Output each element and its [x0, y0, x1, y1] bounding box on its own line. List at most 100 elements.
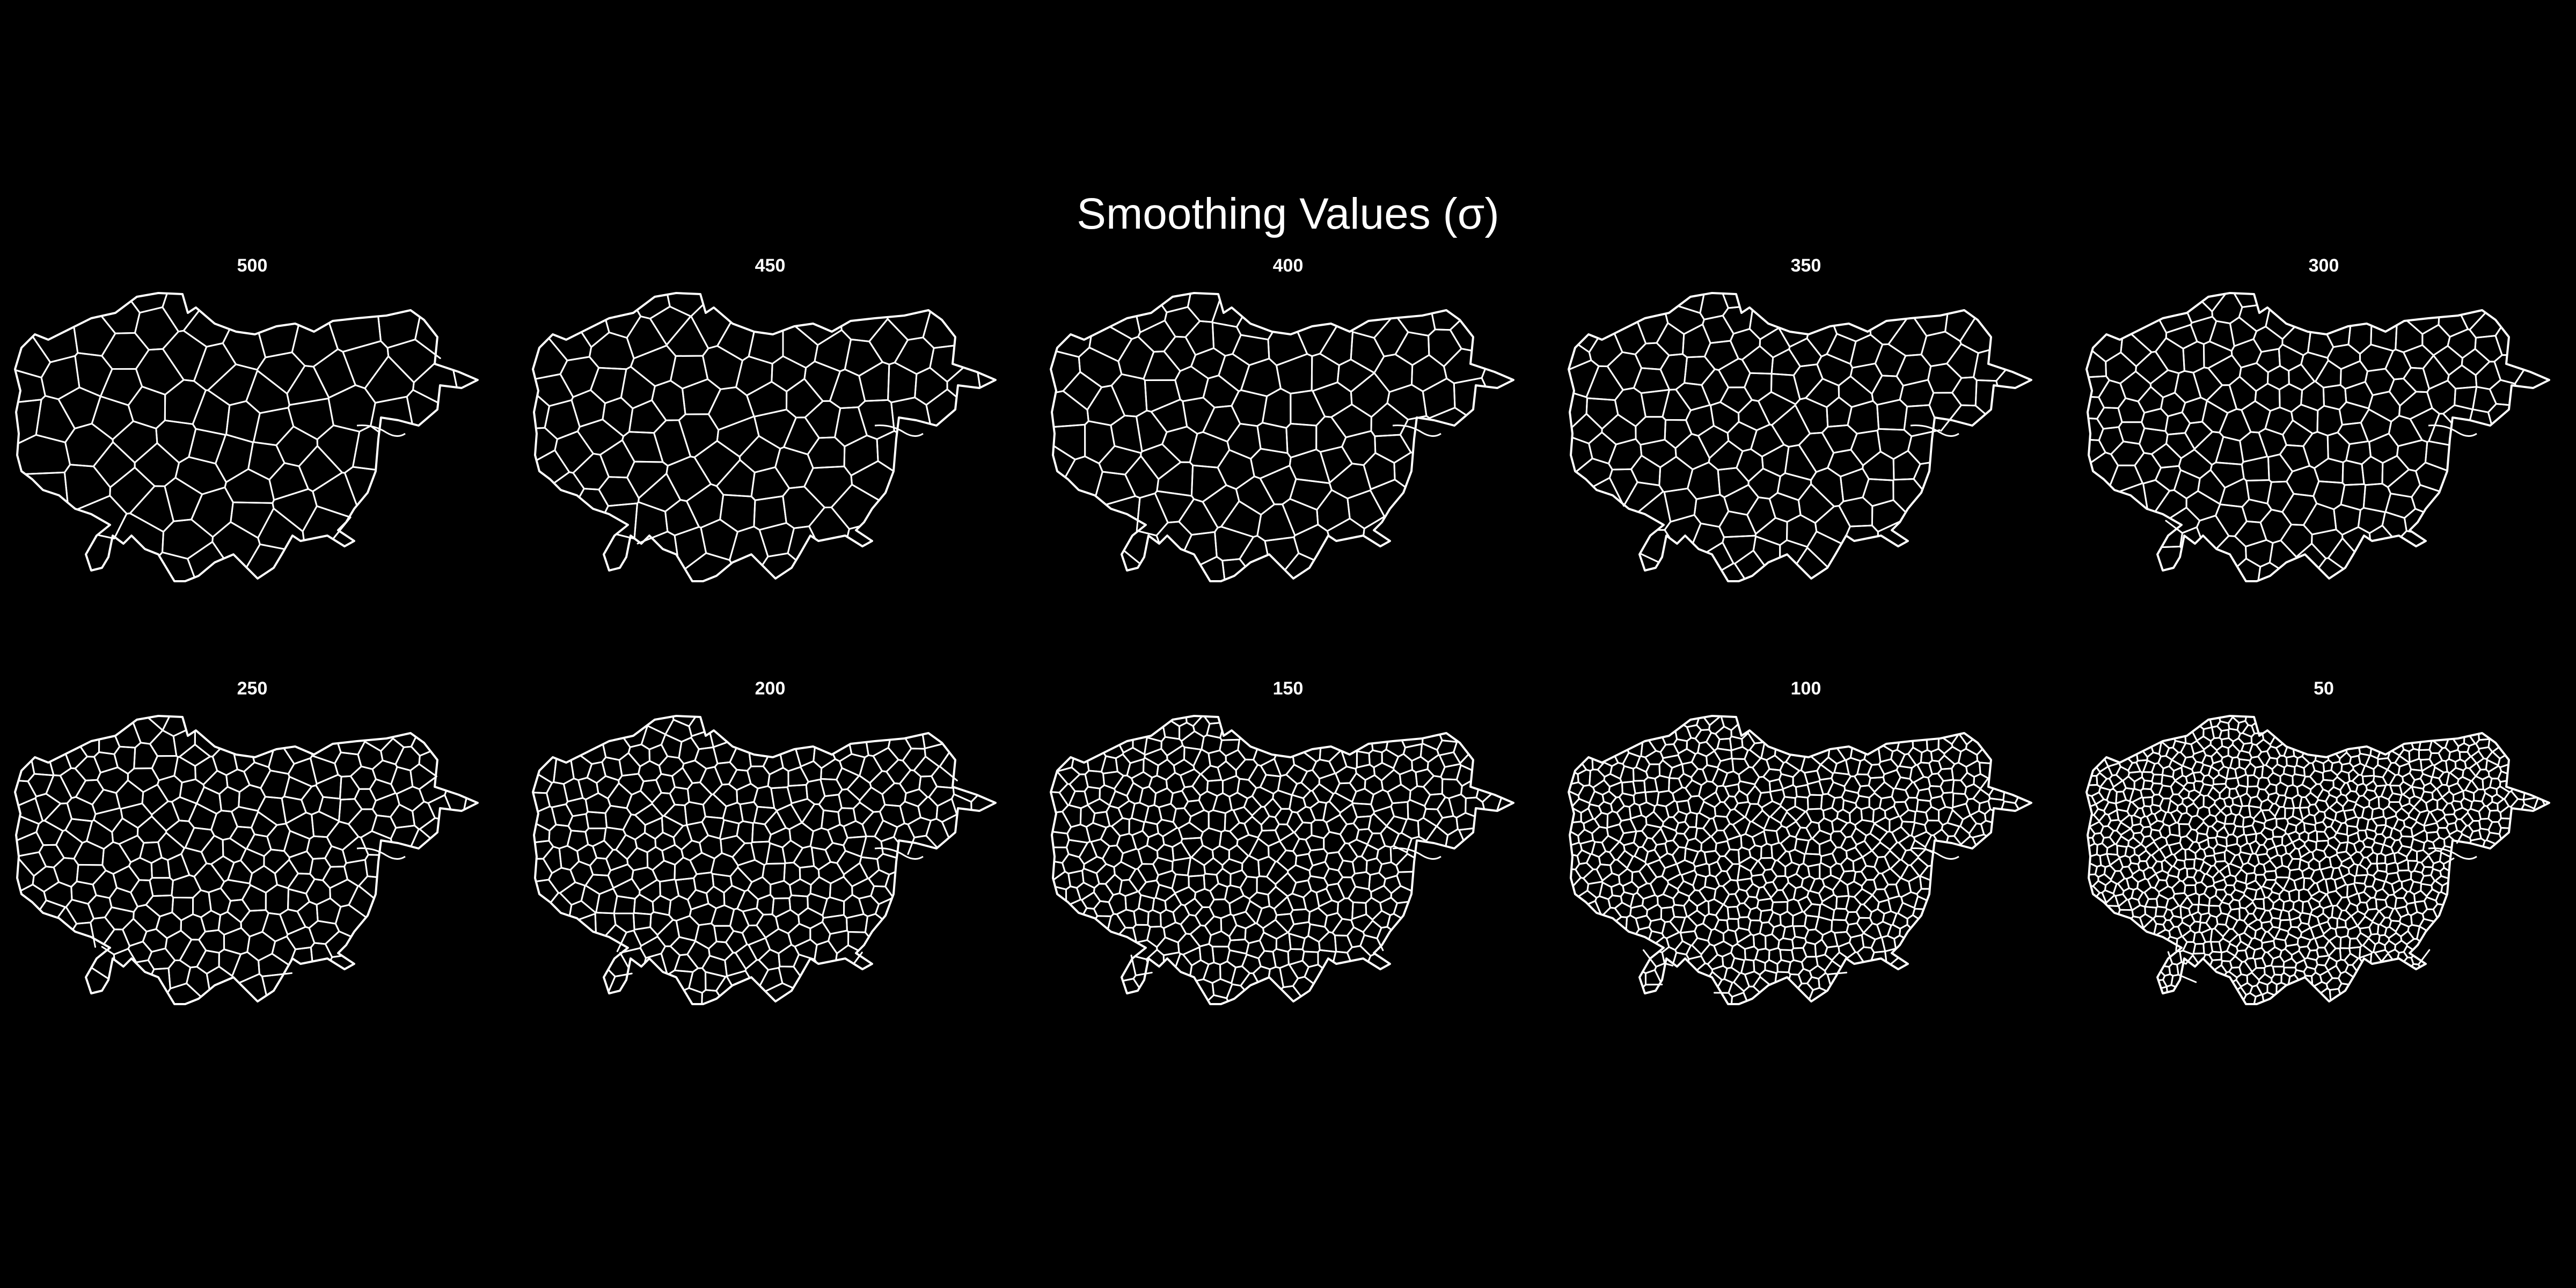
voronoi-cell — [2315, 964, 2328, 975]
voronoi-cell — [2267, 366, 2289, 390]
voronoi-cell — [2169, 760, 2183, 771]
voronoi-cell — [1423, 776, 1442, 795]
voronoi-cell — [839, 789, 860, 809]
voronoi-cell — [2223, 929, 2238, 942]
voronoi-cell — [1412, 355, 1447, 392]
voronoi-cell — [1293, 977, 1314, 997]
voronoi-cell — [1749, 845, 1761, 861]
voronoi-cell — [1189, 810, 1209, 832]
voronoi-cell — [2151, 444, 2181, 468]
voronoi-cell — [1450, 320, 1473, 350]
voronoi-cell — [559, 846, 579, 870]
voronoi-cell — [614, 896, 635, 913]
voronoi-cell — [2367, 819, 2377, 831]
voronoi-cell — [1961, 773, 1974, 787]
voronoi-cell — [100, 369, 142, 405]
voronoi-cell — [1226, 750, 1245, 771]
voronoi-cell — [784, 862, 800, 885]
voronoi-cell — [67, 797, 96, 821]
voronoi-cell — [2143, 780, 2153, 789]
voronoi-cell — [2093, 881, 2106, 892]
voronoi-cell — [1352, 803, 1374, 817]
voronoi-cell — [1201, 766, 1221, 781]
map-panel-450: 450 — [529, 257, 1012, 654]
voronoi-cell — [221, 880, 250, 901]
voronoi-cell — [2348, 864, 2358, 877]
voronoi-cell — [1203, 485, 1239, 528]
voronoi-cell — [387, 340, 436, 383]
voronoi-cell — [2117, 809, 2129, 822]
voronoi-cell — [1246, 940, 1264, 958]
voronoi-cell — [2136, 352, 2168, 384]
voronoi-cell — [2331, 820, 2341, 833]
voronoi-cell — [572, 390, 605, 427]
voronoi-cell — [1112, 818, 1130, 836]
voronoi-cell — [1885, 851, 1900, 869]
voronoi-cell — [1101, 756, 1117, 774]
voronoi-cell — [627, 316, 667, 358]
voronoi-cell — [536, 374, 573, 406]
voronoi-cell — [1121, 849, 1142, 869]
voronoi-cell — [2277, 818, 2288, 831]
voronoi-cell — [1199, 944, 1214, 964]
voronoi-map-450 — [529, 283, 1012, 648]
voronoi-cell — [2242, 457, 2269, 481]
voronoi-cell — [880, 805, 905, 828]
voronoi-cell — [869, 870, 889, 887]
voronoi-cell — [2340, 948, 2350, 961]
voronoi-cell — [720, 495, 755, 532]
voronoi-cell — [2162, 766, 2174, 777]
voronoi-cell — [1645, 850, 1660, 864]
voronoi-cell — [1094, 884, 1113, 902]
voronoi-cell — [306, 879, 330, 905]
voronoi-cell — [2297, 785, 2310, 797]
voronoi-cell — [2147, 814, 2157, 825]
voronoi-cell — [92, 789, 120, 814]
voronoi-cell — [2230, 317, 2256, 346]
voronoi-cell — [859, 362, 889, 401]
voronoi-cell — [371, 397, 413, 432]
voronoi-cell — [1869, 777, 1884, 792]
voronoi-cell — [1731, 944, 1746, 960]
voronoi-cell — [1191, 348, 1225, 379]
voronoi-cell — [1203, 376, 1239, 408]
voronoi-cell — [2329, 787, 2341, 798]
voronoi-cell — [2235, 767, 2246, 778]
voronoi-cell — [313, 349, 355, 398]
voronoi-cell — [1776, 826, 1790, 844]
voronoi-cell — [2174, 860, 2185, 870]
voronoi-cell — [128, 769, 159, 792]
voronoi-cell — [2192, 762, 2204, 773]
voronoi-cell — [1864, 895, 1879, 912]
voronoi-cell — [822, 810, 840, 830]
voronoi-cell — [2334, 877, 2346, 889]
voronoi-cell — [2402, 803, 2414, 814]
voronoi-cell — [2465, 781, 2478, 793]
voronoi-cell — [140, 842, 162, 863]
voronoi-cell — [307, 836, 332, 859]
voronoi-cell — [2337, 771, 2350, 783]
voronoi-cell — [1695, 828, 1710, 843]
voronoi-cell — [629, 400, 666, 433]
voronoi-cell — [1883, 911, 1897, 925]
voronoi-cell — [2099, 787, 2110, 800]
voronoi-cell — [2123, 777, 2135, 789]
voronoi-cell — [2317, 406, 2342, 435]
voronoi-cell — [662, 816, 683, 837]
voronoi-cell — [790, 879, 811, 896]
voronoi-cell — [2256, 740, 2271, 752]
voronoi-cell — [1110, 791, 1130, 808]
voronoi-cell — [1659, 853, 1677, 868]
voronoi-cell — [1703, 316, 1734, 343]
voronoi-cell — [1883, 770, 1900, 789]
panel-title-50: 50 — [2082, 679, 2565, 698]
voronoi-cell — [675, 858, 697, 880]
voronoi-cell — [635, 804, 663, 825]
voronoi-cell — [2204, 341, 2232, 368]
voronoi-cell — [2461, 813, 2473, 825]
voronoi-cell — [1258, 830, 1280, 846]
voronoi-cell — [2359, 753, 2370, 766]
voronoi-cell — [2311, 891, 2326, 903]
voronoi-cell — [2169, 964, 2178, 976]
voronoi-cell — [1806, 822, 1820, 838]
